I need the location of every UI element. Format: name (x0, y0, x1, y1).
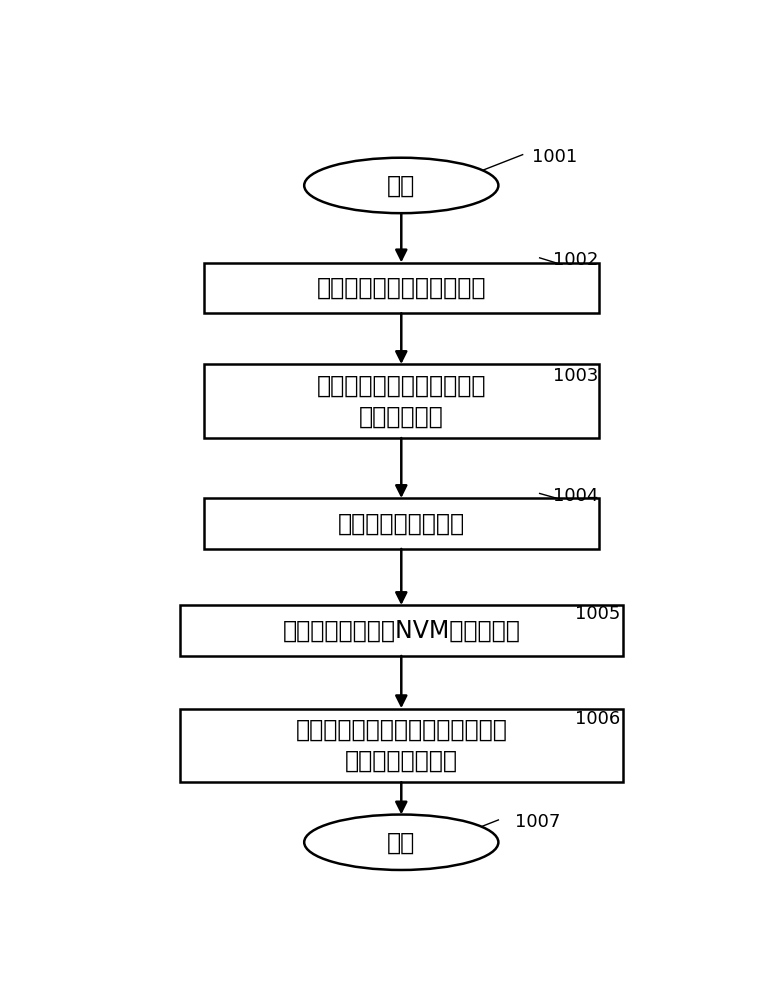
Bar (180, 605, 622, 656)
Text: 1001: 1001 (532, 148, 577, 166)
Text: 1002: 1002 (553, 251, 598, 269)
Text: 1007: 1007 (514, 813, 560, 831)
Text: 1003: 1003 (553, 367, 598, 385)
Text: 1006: 1006 (576, 710, 621, 728)
Ellipse shape (305, 158, 499, 213)
Ellipse shape (305, 815, 499, 870)
Bar (180, 709, 622, 782)
Text: 将回收的页面插入NVM区间的尾部: 将回收的页面插入NVM区间的尾部 (283, 619, 520, 643)
Bar (204, 364, 598, 438)
Text: 获取回收页面的磨损计数值: 获取回收页面的磨损计数值 (316, 276, 486, 300)
Text: 在磨损度索引树中找到该页
面对应的区间: 在磨损度索引树中找到该页 面对应的区间 (316, 373, 486, 429)
Text: 修改磨损度索引树相应区间的尾指
针为新回收的页面: 修改磨损度索引树相应区间的尾指 针为新回收的页面 (295, 717, 507, 773)
Text: 读取该区间的尾指针: 读取该区间的尾指针 (337, 511, 465, 535)
Bar (204, 263, 598, 313)
Text: 1005: 1005 (576, 605, 621, 623)
Bar (204, 498, 598, 549)
Text: 1004: 1004 (553, 487, 598, 505)
Text: 结束: 结束 (387, 830, 416, 854)
Text: 开始: 开始 (387, 173, 416, 197)
